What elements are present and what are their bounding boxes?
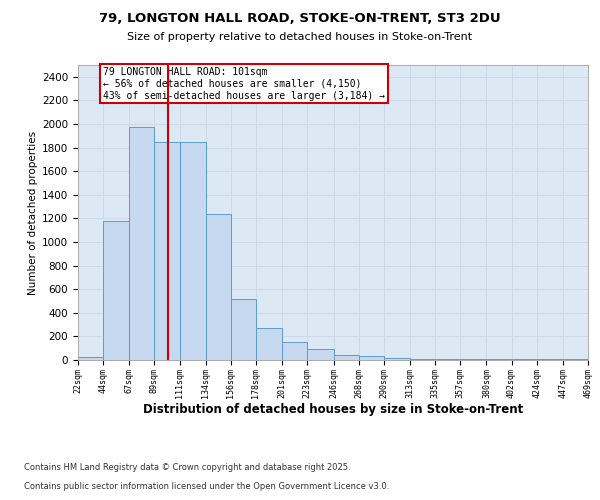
Text: 79 LONGTON HALL ROAD: 101sqm
← 56% of detached houses are smaller (4,150)
43% of: 79 LONGTON HALL ROAD: 101sqm ← 56% of de… <box>103 68 385 100</box>
Bar <box>231 298 256 360</box>
X-axis label: Distribution of detached houses by size in Stoke-on-Trent: Distribution of detached houses by size … <box>143 403 523 416</box>
Bar <box>410 359 435 360</box>
Bar <box>384 358 410 360</box>
Text: Contains public sector information licensed under the Open Government Licence v3: Contains public sector information licen… <box>24 482 389 491</box>
Text: Size of property relative to detached houses in Stoke-on-Trent: Size of property relative to detached ho… <box>127 32 473 42</box>
Bar <box>334 354 359 360</box>
Bar <box>179 142 206 360</box>
Bar <box>206 214 231 360</box>
Bar <box>282 342 307 360</box>
Bar <box>256 328 282 360</box>
Bar <box>359 356 384 360</box>
Bar <box>307 349 334 360</box>
Text: Contains HM Land Registry data © Crown copyright and database right 2025.: Contains HM Land Registry data © Crown c… <box>24 464 350 472</box>
Bar <box>130 127 154 360</box>
Bar <box>103 222 130 360</box>
Y-axis label: Number of detached properties: Number of detached properties <box>28 130 38 294</box>
Bar <box>78 357 103 360</box>
Bar <box>154 142 179 360</box>
Text: 79, LONGTON HALL ROAD, STOKE-ON-TRENT, ST3 2DU: 79, LONGTON HALL ROAD, STOKE-ON-TRENT, S… <box>99 12 501 26</box>
